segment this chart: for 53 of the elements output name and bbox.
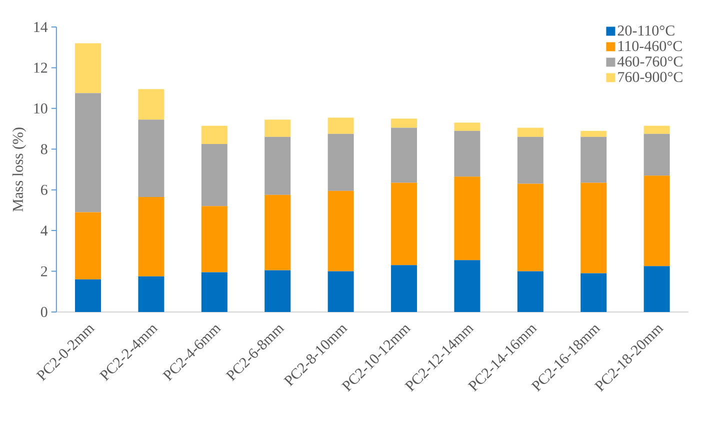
bar [138,196,164,276]
bar [391,118,418,128]
bar [391,128,418,183]
bar [138,120,164,197]
bar [264,120,291,137]
legend-label: 460-760°C [618,56,682,67]
bar [328,118,354,134]
bar [580,130,607,137]
bar [264,194,291,270]
y-tick-label: 2 [41,266,48,276]
bar [201,206,228,272]
bar [517,271,544,312]
bar [580,273,607,312]
legend-label: 20-110°C [618,25,674,36]
bar [201,272,228,312]
y-tick-label: 8 [40,144,48,154]
bar [454,130,480,177]
bar [201,126,228,144]
bar [138,89,164,120]
bar [328,190,354,272]
bar [75,212,102,280]
bar [580,182,607,274]
y-tick-label: 6 [41,184,48,195]
bar [517,184,544,272]
legend-label: 110-460°C [618,40,682,52]
bar [264,270,291,312]
y-tick-label: 14 [34,22,48,32]
bar [138,276,164,312]
y-axis-title: Mass loss (%) [12,128,26,212]
bar [454,176,480,260]
bar [201,144,228,206]
bar [454,122,480,131]
bar [328,134,354,191]
bar [454,260,480,312]
bar [391,182,418,266]
bar [328,271,354,312]
bar [644,134,670,176]
bar [644,266,670,312]
y-tick-label: 4 [40,226,48,236]
bar [644,176,670,266]
y-tick-label: 10 [34,103,48,114]
bar [517,128,544,137]
y-tick-label: 0 [40,306,48,318]
bar [75,93,102,212]
bar [517,136,544,184]
bar [75,279,102,312]
bar [391,265,418,312]
bar [75,43,102,94]
y-tick-label: 12 [34,62,48,73]
legend-label: 760-900°C [618,72,682,82]
bar [644,126,670,134]
bar [264,136,291,195]
bar [580,136,607,183]
